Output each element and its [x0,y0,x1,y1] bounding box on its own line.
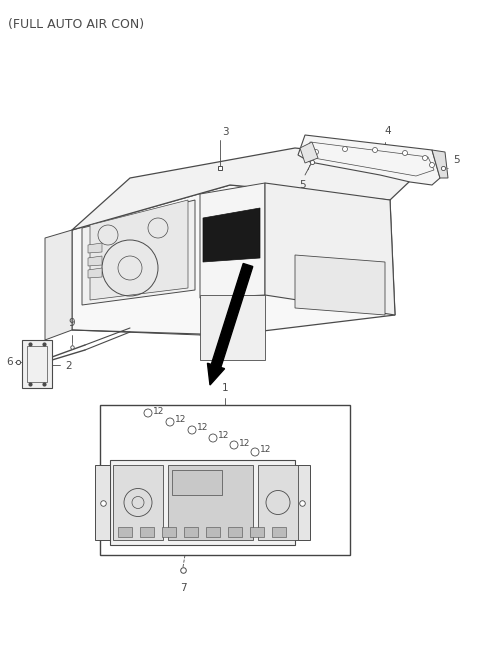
Text: 3: 3 [222,127,228,137]
Polygon shape [203,208,260,262]
Bar [272,527,286,537]
Text: 9: 9 [69,318,75,328]
Polygon shape [72,148,430,230]
Polygon shape [200,183,265,298]
Circle shape [343,146,348,152]
Text: (FULL AUTO AIR CON): (FULL AUTO AIR CON) [8,18,144,31]
Bar [206,527,220,537]
Polygon shape [88,256,102,266]
Polygon shape [72,185,395,335]
Polygon shape [82,200,195,305]
Bar [295,465,310,540]
Text: 12: 12 [153,407,164,415]
Text: 5: 5 [299,180,305,190]
Circle shape [430,163,434,167]
Circle shape [403,150,408,155]
Circle shape [422,155,428,161]
Text: 12: 12 [218,432,229,440]
Polygon shape [22,340,52,388]
Bar [258,465,298,540]
FancyArrow shape [207,264,253,385]
Text: 12: 12 [175,415,186,424]
Circle shape [313,150,319,155]
Bar [100,405,350,555]
Bar [95,465,110,540]
Text: 1: 1 [222,383,228,393]
Text: 7: 7 [180,583,186,593]
Polygon shape [432,150,448,178]
Text: 12: 12 [260,445,271,455]
Circle shape [372,148,377,152]
Polygon shape [88,268,102,278]
Text: 4: 4 [384,126,391,136]
Bar [118,527,132,537]
Text: 12: 12 [239,438,251,447]
Bar [110,460,295,545]
Bar [113,465,163,540]
Bar [168,465,253,540]
Text: 5: 5 [453,155,460,165]
Bar [184,527,198,537]
Polygon shape [88,243,102,253]
Bar [228,527,242,537]
Polygon shape [200,295,265,360]
Bar [140,527,154,537]
Polygon shape [45,230,72,340]
Polygon shape [300,142,318,163]
Polygon shape [265,183,395,315]
Bar [172,470,222,495]
Polygon shape [295,255,385,315]
Text: 12: 12 [197,424,208,432]
Polygon shape [90,200,188,300]
Bar [250,527,264,537]
Bar [162,527,176,537]
Polygon shape [298,135,440,185]
Text: 6: 6 [7,357,13,367]
Text: 2: 2 [65,361,72,371]
